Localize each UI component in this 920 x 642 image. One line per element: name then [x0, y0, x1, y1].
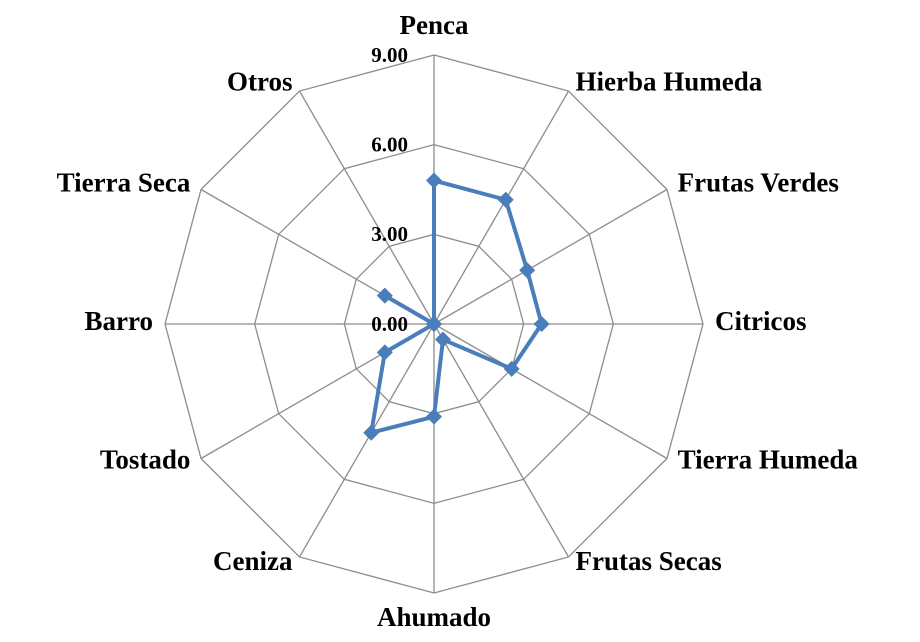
marker [434, 331, 451, 348]
marker [376, 344, 393, 361]
marker [363, 424, 380, 441]
marker [426, 172, 442, 189]
tick-label: 3.00 [371, 222, 408, 246]
category-label: Frutas Verdes [678, 168, 839, 198]
category-label: Ahumado [377, 602, 491, 632]
tick-label: 6.00 [371, 132, 408, 156]
spoke [433, 323, 570, 558]
marker [426, 316, 442, 332]
category-label: Tierra Humeda [678, 445, 859, 475]
marker [519, 262, 536, 279]
marker [497, 191, 514, 208]
marker [503, 360, 520, 377]
marker [533, 316, 550, 332]
category-label: Barro [85, 306, 154, 336]
category-label: Ceniza [213, 546, 293, 576]
spoke [433, 188, 668, 325]
category-label: Tierra Seca [57, 168, 191, 198]
category-label: Frutas Secas [576, 546, 722, 576]
series-line [369, 178, 544, 435]
tick-label: 0.00 [371, 312, 408, 336]
category-label: Tostado [100, 445, 191, 475]
spoke [433, 323, 668, 460]
spoke [298, 90, 435, 325]
category-label: Citricos [715, 306, 806, 336]
marker [426, 408, 442, 425]
category-label: Hierba Humeda [576, 66, 763, 96]
category-label: Otros [227, 66, 293, 96]
spoke [433, 90, 570, 325]
spoke [298, 323, 435, 558]
marker [376, 287, 393, 304]
tick-label: 9.00 [371, 43, 408, 67]
category-label: Penca [400, 10, 469, 40]
